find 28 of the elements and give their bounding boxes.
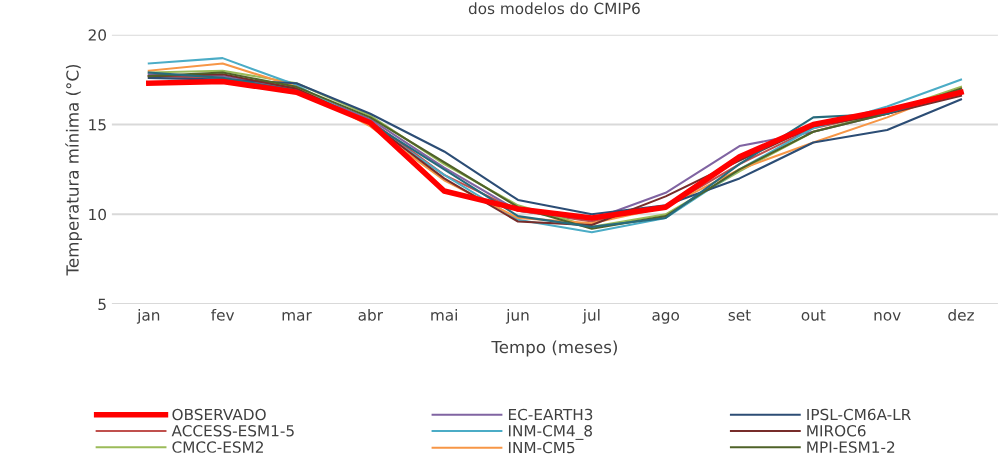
y-tick-label: 5 (98, 298, 106, 311)
x-tick-label: abr (358, 308, 383, 321)
x-tick-label: jul (582, 308, 600, 324)
x-tick-label: dez (948, 308, 974, 321)
y-tick-label: 10 (89, 208, 107, 221)
x-tick-label: mar (282, 312, 312, 321)
chart-title: dos modelos do CMIP6 (468, 2, 640, 15)
x-tick-label: ago (652, 312, 680, 324)
x-axis-title: Tempo (meses) (491, 340, 617, 357)
x-tick-label: jun (505, 308, 529, 324)
legend-label: MPI-ESM1-2 (807, 441, 895, 453)
y-tick-label: 15 (89, 119, 106, 131)
y-tick-label: 20 (88, 29, 107, 41)
legend-label: OBSERVADO (172, 408, 266, 421)
x-tick-label: jan (136, 308, 160, 324)
x-tick-label: fev (211, 308, 235, 321)
y-axis-title: Temperatura mínima (°C) (65, 64, 83, 276)
legend-label: ACCESS-ESM1-5 (171, 424, 294, 437)
x-tick-label: nov (874, 312, 901, 321)
legend-label: EC-EARTH3 (508, 408, 593, 421)
legend-label: INM-CM5 (508, 441, 575, 454)
legend-label: MIROC6 (807, 424, 866, 437)
legend-label: IPSL-CM6A-LR (807, 408, 911, 421)
x-tick-label: mai (431, 308, 457, 321)
legend-label: INM-CM4_8 (508, 424, 592, 440)
x-tick-label: out (801, 309, 826, 321)
x-tick-label: set (728, 309, 751, 321)
legend-label: CMCC-ESM2 (172, 441, 263, 453)
